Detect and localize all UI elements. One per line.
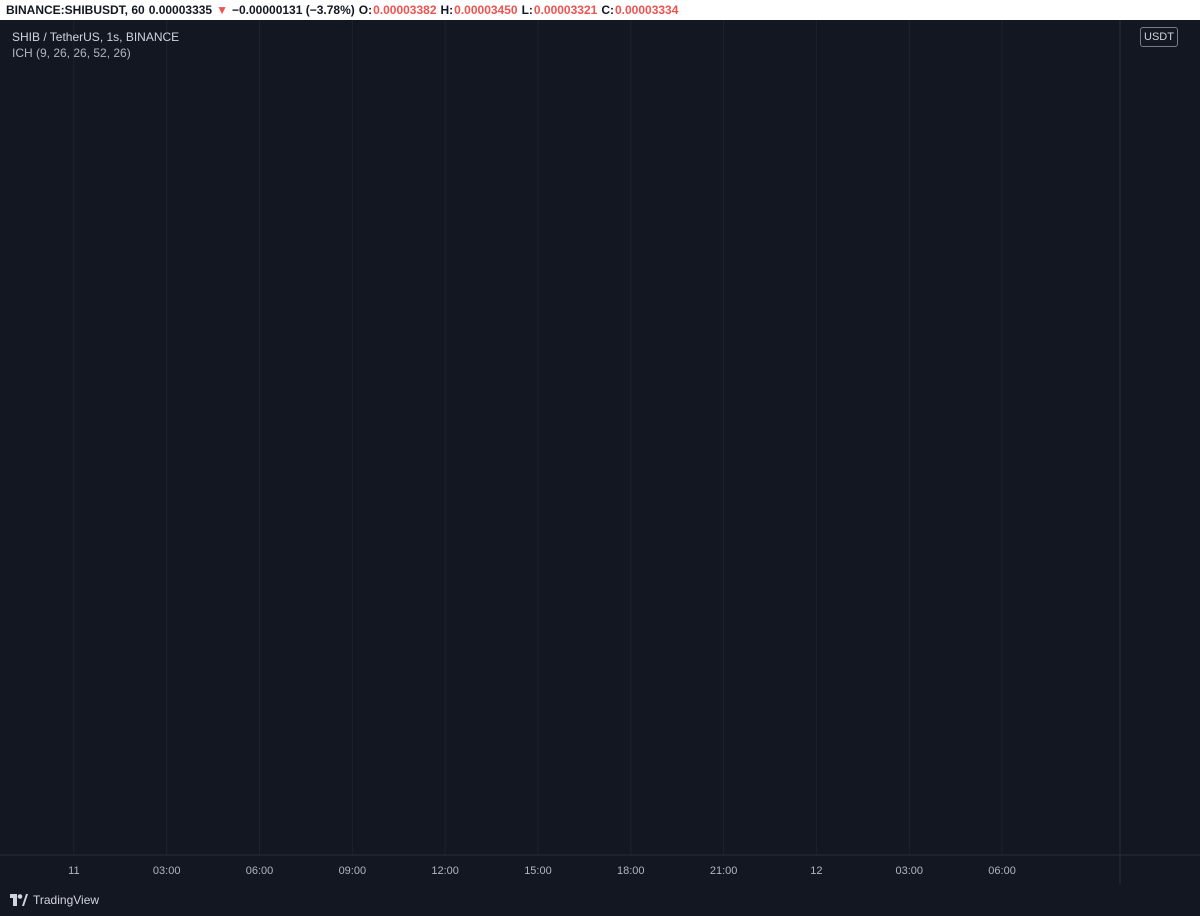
symbol-label[interactable]: BINANCE:SHIBUSDT, 60: [6, 3, 145, 17]
time-tick-label: 15:00: [524, 865, 552, 877]
price-chart[interactable]: XABCD0.7351.041.4640.893 0.000040000.000…: [0, 20, 1200, 884]
low-value: 0.00003321: [533, 3, 598, 17]
time-tick-label: 21:00: [710, 865, 738, 877]
time-tick-label: 03:00: [895, 865, 923, 877]
high-value: 0.00003450: [454, 3, 518, 17]
tradingview-logo-icon: [10, 894, 28, 906]
time-tick-label: 06:00: [246, 865, 274, 877]
change-down-arrow-icon: ▼: [216, 3, 228, 17]
close-label: C:: [601, 3, 614, 17]
time-tick-label: 12:00: [431, 865, 459, 877]
time-tick-label: 09:00: [339, 865, 367, 877]
low-label: L:: [521, 3, 533, 17]
time-tick-label: 18:00: [617, 865, 645, 877]
time-tick-label: 06:00: [988, 865, 1016, 877]
price-change: −0.00000131 (−3.78%): [231, 3, 355, 17]
time-tick-label: 11: [68, 865, 79, 877]
series-legend[interactable]: SHIB / TetherUS, 1s, BINANCE: [12, 30, 180, 44]
open-label: O:: [358, 3, 373, 17]
chart-grid: [73, 20, 1003, 855]
brand-name: TradingView: [33, 893, 100, 907]
time-tick-label: 03:00: [153, 865, 181, 877]
indicator-legend[interactable]: ICH (9, 26, 26, 52, 26): [12, 46, 131, 60]
time-axis: 11 03:00 06:00 09:00 12:00 15:00 18:00 21:00 12 0…: [68, 865, 1016, 877]
price-axis: 0.000040000.000039000.000038000.00003700…: [0, 20, 1200, 884]
footer-bar: TradingView: [0, 884, 1200, 916]
currency-button[interactable]: USDT: [1140, 27, 1178, 47]
time-tick-label: 12: [810, 865, 822, 877]
close-value: 0.00003334: [614, 3, 679, 17]
open-value: 0.00003382: [373, 3, 437, 17]
last-price: 0.00003335: [148, 3, 213, 17]
high-label: H:: [440, 3, 454, 17]
symbol-info-bar: BINANCE:SHIBUSDT, 60 0.00003335 ▼ −0.000…: [0, 0, 1200, 20]
